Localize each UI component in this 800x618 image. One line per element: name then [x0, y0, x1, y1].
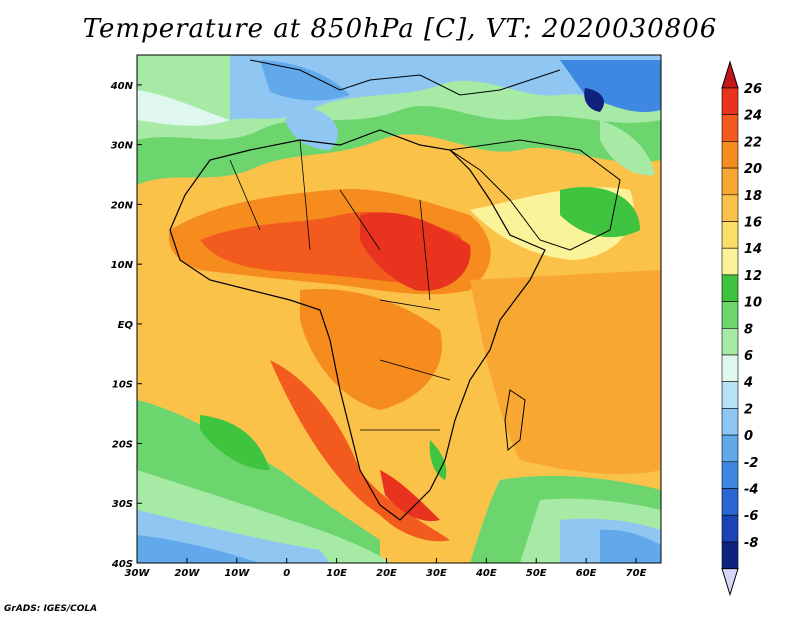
- colorbar-label: 6: [744, 349, 753, 364]
- colorbar-label: 0: [744, 429, 753, 444]
- colorbar-label: 2: [744, 402, 753, 417]
- colorbar-label: -8: [744, 536, 758, 551]
- lon-tick-label: 70E: [626, 568, 647, 579]
- colorbar-label: 26: [744, 82, 762, 97]
- credit-text: GrADS: IGES/COLA: [4, 604, 98, 614]
- lon-tick-label: 10W: [224, 568, 250, 579]
- lon-tick-label: 0: [283, 568, 290, 579]
- colorbar-segment: [721, 301, 739, 329]
- colorbar-label: 24: [744, 109, 762, 124]
- colorbar-segment: [721, 408, 739, 436]
- colorbar-label: 16: [744, 216, 762, 231]
- colorbar-label: 12: [744, 269, 762, 284]
- map-frame: [136, 54, 662, 564]
- colorbar-segment: [721, 327, 739, 356]
- lat-tick-label: 30N: [111, 141, 134, 152]
- lat-tick-label: 40S: [111, 559, 133, 570]
- lon-tick-label: 20E: [376, 568, 397, 579]
- colorbar-segment: [721, 541, 739, 569]
- colorbar-min-arrow: [721, 568, 739, 597]
- colorbar-max-arrow: [721, 60, 739, 89]
- colorbar-segment: [721, 381, 739, 409]
- colorbar-segment: [721, 514, 739, 543]
- colorbar-label: 18: [744, 189, 762, 204]
- lon-tick-label: 20W: [174, 568, 200, 579]
- lat-tick-label: EQ: [118, 320, 134, 331]
- colorbar-segment: [721, 434, 739, 463]
- colorbar-segment: [721, 354, 739, 383]
- colorbar-label: 22: [744, 135, 762, 150]
- lat-tick-label: 40N: [110, 81, 134, 92]
- colorbar-segment: [721, 167, 739, 196]
- colorbar-label: 4: [743, 376, 753, 391]
- colorbar-segment: [721, 194, 739, 222]
- latitude-axis: 40N 30N 20N 10N EQ 10S 20S 30S 40S: [110, 81, 142, 570]
- lat-tick-label: 30S: [112, 499, 133, 510]
- lat-tick-label: 20N: [111, 200, 134, 211]
- colorbar-segment: [721, 247, 739, 276]
- colorbar-segment: [721, 87, 739, 116]
- lon-tick-label: 30E: [426, 568, 447, 579]
- colorbar-segment: [721, 488, 739, 516]
- lon-tick-label: 40E: [475, 568, 497, 579]
- lon-tick-label: 50E: [526, 568, 547, 579]
- colorbar-label: -4: [744, 483, 758, 498]
- lat-tick-label: 10S: [112, 380, 133, 391]
- lat-tick-label: 10N: [111, 260, 134, 271]
- colorbar-label: -6: [744, 509, 758, 524]
- colorbar-label: -2: [744, 456, 758, 471]
- longitude-axis: 30W 20W 10W 0 10E 20E 30E 40E 50E 60E 70E: [125, 558, 647, 579]
- colorbar-label: 14: [744, 242, 762, 257]
- lon-tick-label: 10E: [326, 568, 347, 579]
- colorbar-label: 8: [744, 322, 753, 337]
- colorbar-segment: [721, 274, 739, 302]
- temperature-field: [137, 55, 661, 563]
- colorbar-segment: [721, 221, 739, 249]
- colorbar-label: 20: [744, 162, 762, 177]
- lon-tick-label: 60E: [576, 568, 597, 579]
- colorbar-segment: [721, 461, 739, 489]
- lon-tick-label: 30W: [125, 568, 151, 579]
- colorbar-segment: [721, 114, 739, 142]
- map-title: Temperature at 850hPa [C], VT: 202003080…: [82, 14, 718, 44]
- colorbar-label: 10: [744, 296, 762, 311]
- lat-tick-label: 20S: [112, 439, 133, 450]
- colorbar-segment: [721, 141, 739, 169]
